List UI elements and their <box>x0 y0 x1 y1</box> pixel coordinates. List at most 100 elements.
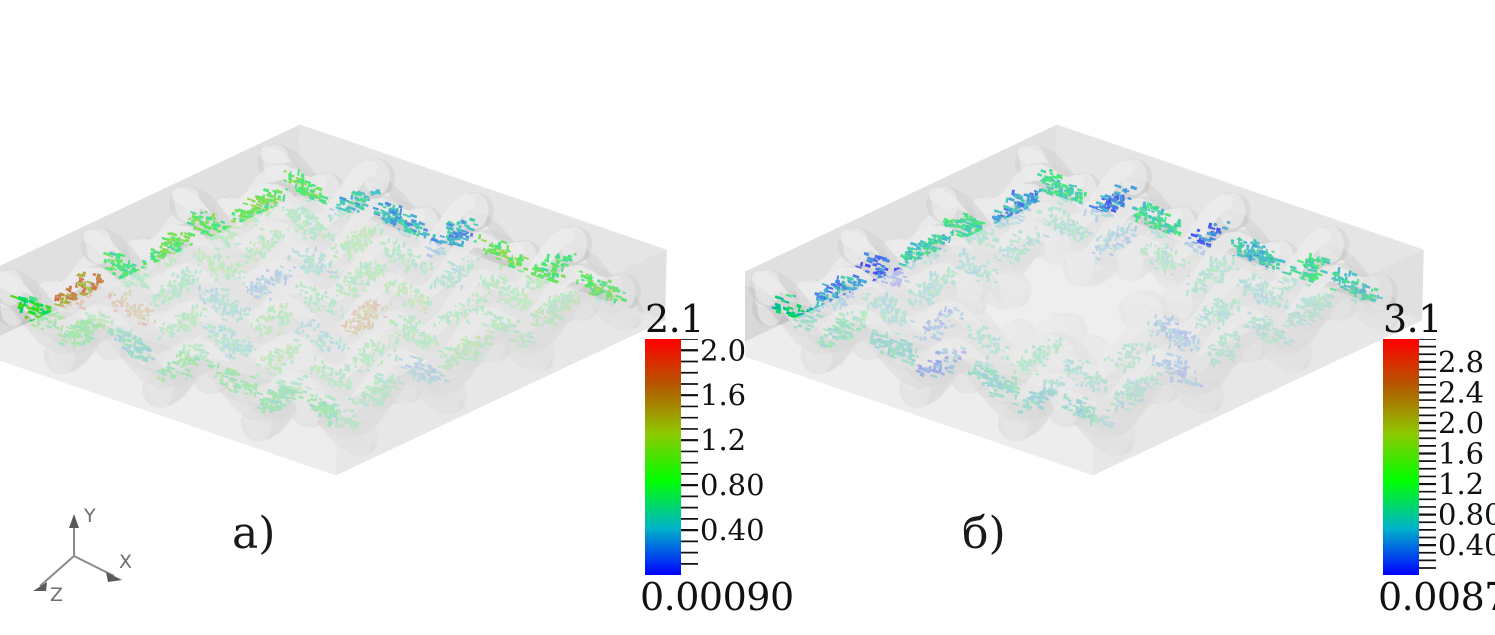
field-streamlet <box>288 177 293 184</box>
field-streamlet <box>104 266 113 272</box>
field-streamlet <box>161 252 165 255</box>
field-streamlet <box>342 208 346 212</box>
field-streamlet <box>530 271 537 276</box>
field-streamlet <box>610 297 613 301</box>
field-streamlet <box>523 267 529 272</box>
field-streamlet <box>162 247 169 252</box>
field-streamlet <box>272 200 279 205</box>
field-streamlet <box>68 285 73 293</box>
field-streamlet <box>392 213 400 218</box>
field-streamlet <box>59 297 64 306</box>
field-streamlet <box>446 222 454 228</box>
field-streamlet <box>250 203 258 209</box>
field-streamlet <box>430 237 439 243</box>
field-streamlet <box>120 259 123 263</box>
field-streamlet <box>375 188 381 193</box>
field-streamlet <box>252 208 256 214</box>
field-streamlet <box>90 282 95 287</box>
field-streamlet <box>560 274 567 279</box>
field-streamlet <box>252 199 256 203</box>
field-streamlet <box>24 315 29 320</box>
field-streamlet <box>184 238 190 243</box>
field-streamlet <box>199 221 203 226</box>
field-streamlet <box>66 293 71 297</box>
field-streamlet <box>194 215 202 220</box>
field-streamlet <box>169 231 178 237</box>
field-streamlet <box>242 202 249 206</box>
field-streamlet <box>32 305 35 310</box>
field-streamlet <box>446 225 454 231</box>
field-streamlet <box>600 289 607 294</box>
field-streamlet <box>112 271 117 276</box>
field-streamlet <box>213 226 216 231</box>
field-streamlet <box>369 190 378 196</box>
field-streamlet <box>166 240 174 245</box>
panel-b: Y X Z <box>745 0 1495 635</box>
field-streamlet <box>81 290 85 294</box>
field-streamlet <box>455 227 463 232</box>
field-streamlet <box>274 191 277 195</box>
field-streamlet <box>171 236 175 241</box>
field-streamlet <box>166 237 174 242</box>
field-streamlet <box>556 253 560 260</box>
field-streamlet <box>402 213 409 217</box>
field-streamlet <box>22 299 29 304</box>
field-streamlet <box>304 192 312 197</box>
field-streamlet <box>423 233 427 239</box>
field-streamlet <box>282 194 286 202</box>
field-streamlet <box>171 247 179 252</box>
field-streamlet <box>56 293 62 298</box>
field-streamlet <box>298 186 302 191</box>
field-streamlet <box>240 213 244 217</box>
field-streamlet <box>422 231 431 237</box>
field-streamlet <box>501 254 507 258</box>
field-streamlet <box>312 188 316 193</box>
field-streamlet <box>149 254 156 259</box>
field-streamlet <box>473 222 479 227</box>
field-streamlet <box>339 199 346 203</box>
field-streamlet <box>384 201 392 207</box>
field-streamlet <box>92 272 97 277</box>
field-streamlet <box>547 272 551 276</box>
field-streamlet <box>173 240 177 248</box>
field-streamlet <box>465 235 470 240</box>
field-streamlet <box>103 258 108 264</box>
field-streamlet <box>41 309 50 315</box>
field-streamlet <box>150 247 155 252</box>
field-streamlet <box>522 256 530 261</box>
field-streamlet <box>234 208 240 213</box>
field-streamlet <box>359 197 368 202</box>
field-streamlet <box>551 262 557 267</box>
field-streamlet <box>74 285 79 289</box>
field-streamlet <box>507 259 515 264</box>
tube-end-cap <box>931 186 958 223</box>
field-streamlet <box>81 271 86 277</box>
field-streamlet <box>264 198 271 204</box>
field-streamlet <box>318 192 323 199</box>
field-streamlet <box>473 239 477 244</box>
field-streamlet <box>203 226 211 231</box>
field-streamlet <box>468 227 475 232</box>
field-streamlet <box>306 185 310 193</box>
field-streamlet <box>96 279 103 284</box>
field-streamlet <box>183 234 191 240</box>
field-streamlet <box>195 226 203 232</box>
field-streamlet <box>310 194 319 199</box>
field-streamlet <box>75 282 78 287</box>
field-streamlet <box>211 212 216 220</box>
field-streamlet <box>111 263 119 268</box>
field-streamlet <box>416 229 421 238</box>
field-streamlet <box>622 291 626 295</box>
field-streamlet <box>79 291 88 297</box>
field-streamlet <box>418 221 423 225</box>
field-streamlet <box>311 183 317 187</box>
field-streamlet <box>193 225 197 231</box>
panel-a: Y X Z <box>0 124 667 606</box>
field-streamlet <box>220 220 226 225</box>
field-streamlet <box>200 232 204 235</box>
field-streamlet <box>481 238 487 243</box>
y-axis-label: Y <box>83 505 96 527</box>
field-streamlet <box>406 222 413 227</box>
field-streamlet <box>509 261 515 267</box>
field-streamlet <box>242 209 250 215</box>
